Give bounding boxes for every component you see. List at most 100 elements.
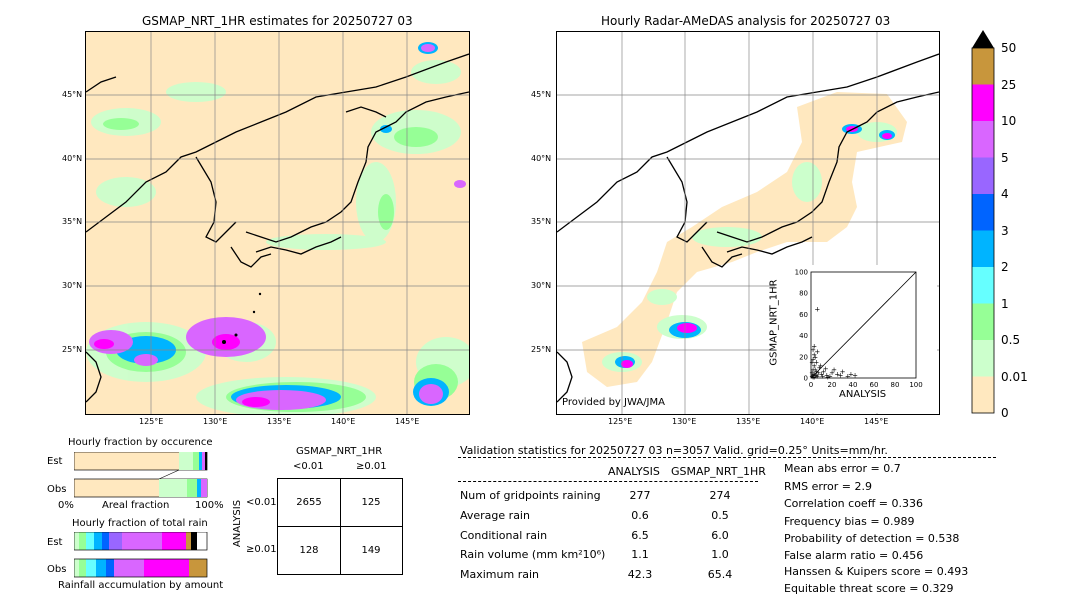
colorbar-label: 5	[1001, 150, 1009, 165]
scatter-point: +	[820, 372, 826, 380]
validation-header: Validation statistics for 20250727 03 n=…	[460, 444, 888, 457]
contingency-table: 2655 125 128 149	[277, 478, 403, 575]
scatter-point: +	[813, 368, 819, 376]
scatter-x-tick: 100	[909, 381, 922, 389]
colorbar-label: 10	[1001, 114, 1017, 128]
left-lat-label: 30°N	[62, 281, 83, 290]
scatter-point: +	[816, 364, 822, 372]
scatter-point: +	[809, 359, 815, 367]
scatter-x-tick: 60	[870, 381, 879, 389]
left-map-title: GSMAP_NRT_1HR estimates for 20250727 03	[142, 14, 413, 28]
contingency-cell: 149	[361, 545, 381, 556]
fraction-total-chart	[73, 531, 208, 578]
scatter-point: +	[812, 353, 818, 361]
scatter-ylabel: GSMAP_NRT_1HR	[768, 279, 780, 366]
scatter-point: +	[810, 346, 816, 354]
colorbar-segment	[972, 230, 994, 267]
validation-gsmap-value: 0.5	[711, 509, 729, 522]
validation-row-label: Rain volume (mm km²10⁶)	[460, 548, 606, 561]
contingency-row-title: ANALYSIS	[232, 499, 244, 548]
colorbar-segment	[972, 376, 994, 413]
left-map-canvas	[86, 32, 469, 414]
scatter-xlabel: ANALYSIS	[839, 389, 887, 400]
colorbar-label: 3	[1001, 223, 1009, 238]
validation-row-label: Num of gridpoints raining	[460, 489, 601, 502]
fraction-row-obs: Obs	[47, 484, 67, 495]
scatter-point: +	[811, 370, 817, 378]
scatter-point: +	[829, 369, 835, 377]
scatter-point: +	[810, 355, 816, 363]
fraction-row-est: Est	[47, 456, 63, 467]
scatter-point: +	[814, 306, 820, 314]
validation-analysis-value: 6.5	[631, 529, 649, 542]
scatter-inset: + + + + + + + + + + + + + + + + + + + + + + + + + + + + + + + + + + + + + + + +…	[769, 265, 937, 413]
scatter-point: +	[815, 369, 821, 377]
score-line: RMS error = 2.9	[784, 480, 872, 493]
right-lon-label: 145°E	[864, 417, 889, 426]
colorbar-segment	[972, 340, 994, 377]
colorbar-label: 4	[1001, 187, 1009, 201]
scatter-point: +	[831, 366, 837, 374]
left-lon-label: 145°E	[395, 417, 420, 426]
scatter-point: +	[812, 366, 818, 374]
validation-row-label: Conditional rain	[460, 529, 548, 542]
scatter-point: +	[825, 373, 831, 381]
validation-col-header: ANALYSIS	[608, 465, 660, 478]
scatter-y-tick: 0	[804, 375, 808, 383]
scatter-point: +	[809, 369, 815, 377]
scatter-x-tick: 40	[849, 381, 858, 389]
scatter-point: +	[811, 343, 817, 351]
right-lon-label: 130°E	[672, 417, 697, 426]
scatter-y-tick: 80	[799, 290, 808, 298]
colorbar-label: 0.5	[1001, 333, 1021, 347]
right-lon-label: 125°E	[608, 417, 633, 426]
contingency-row-header: <0.01	[246, 497, 277, 508]
scatter-x-tick: 0	[809, 381, 813, 389]
scatter-y-tick: 100	[795, 269, 808, 277]
validation-divider	[458, 457, 996, 458]
contingency-col-title: GSMAP_NRT_1HR	[296, 446, 383, 457]
scatter-point: +	[813, 371, 819, 379]
score-line: False alarm ratio = 0.456	[784, 549, 924, 562]
validation-analysis-value: 277	[629, 489, 651, 502]
fraction-occurrence-chart	[73, 451, 208, 498]
scatter-y-tick: 20	[799, 353, 808, 361]
validation-gsmap-value: 274	[709, 489, 731, 502]
left-lat-label: 45°N	[62, 90, 83, 99]
right-lat-label: 30°N	[531, 281, 552, 290]
validation-gsmap-value: 65.4	[707, 568, 733, 581]
right-lat-label: 35°N	[531, 217, 552, 226]
scatter-point: +	[852, 371, 858, 379]
fraction-axis-right: 100%	[195, 500, 224, 511]
right-map: Provided by JWA/JMA + + + + + + + + + + + + + + + + + + + +…	[556, 31, 940, 415]
left-lat-label: 40°N	[62, 154, 83, 163]
scatter-point: +	[810, 366, 816, 374]
scatter-point: +	[811, 351, 817, 359]
colorbar-label: 1	[1001, 296, 1009, 311]
scatter-point: +	[824, 371, 830, 379]
scatter-point: +	[837, 371, 843, 379]
left-lat-label: 25°N	[62, 345, 83, 354]
scatter-point: +	[811, 373, 817, 381]
scatter-point: +	[810, 373, 816, 381]
colorbar-segment	[972, 267, 994, 304]
scatter-point: +	[812, 371, 818, 379]
fraction-occurrence-title: Hourly fraction by occurence	[68, 437, 213, 448]
colorbar-segment	[972, 194, 994, 231]
fraction-total-title: Hourly fraction of total rain	[72, 518, 208, 529]
scatter-x-tick: 20	[828, 381, 837, 389]
scatter-point: +	[821, 368, 827, 376]
left-lon-label: 130°E	[203, 417, 228, 426]
scatter-point: +	[814, 348, 820, 356]
contingency-cell: 2655	[296, 497, 322, 508]
score-line: Correlation coeff = 0.336	[784, 497, 923, 510]
scatter-y-tick: 40	[799, 332, 808, 340]
colorbar-segment	[972, 48, 994, 85]
scatter-point: +	[827, 372, 833, 380]
colorbar-label: 25	[1001, 77, 1017, 92]
score-line: Hanssen & Kuipers score = 0.493	[784, 565, 969, 578]
colorbar-segment	[972, 303, 994, 340]
validation-col-header: GSMAP_NRT_1HR	[671, 465, 766, 478]
colorbar	[970, 30, 996, 414]
contingency-row-header: ≥0.01	[246, 544, 277, 555]
